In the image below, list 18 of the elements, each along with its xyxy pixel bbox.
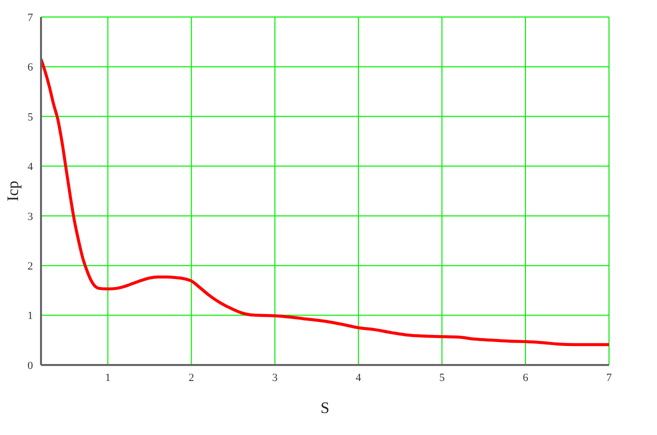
line-series (41, 58, 609, 346)
x-tick-label: 3 (272, 372, 278, 384)
x-tick-label: 6 (522, 372, 529, 384)
y-axis-title: Icp (4, 180, 22, 202)
y-tick-label: 7 (28, 12, 34, 24)
y-tick-label: 2 (28, 260, 33, 272)
y-tick-label: 4 (28, 161, 34, 174)
x-tick-label: 2 (188, 372, 194, 384)
y-tick-label: 3 (28, 210, 34, 223)
x-tick-label: 7 (606, 372, 612, 384)
x-axis-title: S (320, 400, 330, 417)
y-tick-label: 6 (28, 62, 34, 74)
y-tick-label: 5 (28, 111, 34, 124)
y-tick-label: 0 (28, 360, 34, 372)
x-tick-label: 1 (105, 372, 111, 384)
x-tick-label: 4 (356, 372, 362, 384)
x-tick-label: 5 (439, 372, 446, 384)
y-tick-label: 1 (28, 310, 33, 322)
